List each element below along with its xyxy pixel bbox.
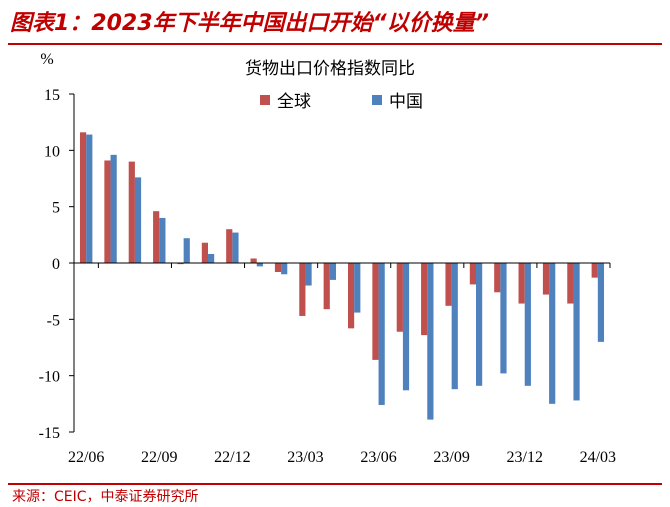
bar-china-23-03 xyxy=(305,263,312,286)
bar-global-23-08 xyxy=(421,263,428,336)
legend-label-china: 中国 xyxy=(389,92,423,112)
x-tick-label: 22/12 xyxy=(214,449,250,466)
bar-china-23-02 xyxy=(281,263,288,275)
bar-china-22-08 xyxy=(134,177,142,263)
x-tick-label: 23/03 xyxy=(287,449,323,466)
y-axis-unit: % xyxy=(40,51,53,68)
bar-global-24-01 xyxy=(542,263,550,295)
bar-china-23-01 xyxy=(256,263,263,267)
bar-global-23-09 xyxy=(445,263,452,306)
bar-global-22-06 xyxy=(79,132,87,263)
bar-china-23-12 xyxy=(524,263,531,386)
bar-global-22-07 xyxy=(104,160,111,263)
y-tick-label: -10 xyxy=(39,369,60,386)
bar-china-22-10 xyxy=(183,238,190,263)
x-tick-label: 22/06 xyxy=(68,449,104,466)
bar-global-23-10 xyxy=(469,263,476,285)
y-ticks-group: 15 10 5 0 -5 -10 -15 xyxy=(39,87,74,442)
bar-global-24-02 xyxy=(567,263,574,304)
bar-global-23-04 xyxy=(323,263,330,310)
source-note: 来源：CEIC，中泰证券研究所 xyxy=(12,489,199,505)
legend-label-global: 全球 xyxy=(277,92,311,112)
y-tick-label: 15 xyxy=(44,87,60,104)
x-tick-label: 24/03 xyxy=(580,449,616,466)
bar-global-23-05 xyxy=(347,263,355,329)
x-ticks-group: 22/06 22/09 22/12 23/03 23/06 23/09 23/12 24/03 xyxy=(68,263,616,466)
bar-global-23-06 xyxy=(372,263,379,360)
bar-china-22-11 xyxy=(208,253,215,263)
bar-global-22-08 xyxy=(128,161,135,263)
y-tick-label: 10 xyxy=(44,143,60,160)
x-tick-label: 23/12 xyxy=(507,449,543,466)
y-tick-label: -15 xyxy=(39,425,60,442)
bar-china-23-09 xyxy=(451,263,458,390)
bar-china-24-02 xyxy=(573,263,580,401)
y-tick-label: 5 xyxy=(52,200,60,217)
bar-global-23-07 xyxy=(396,263,403,332)
bars-group xyxy=(79,132,605,420)
x-tick-label: 23/06 xyxy=(360,449,396,466)
legend-swatch-global xyxy=(260,95,270,105)
bar-china-23-06 xyxy=(378,263,385,405)
bar-china-24-03 xyxy=(597,263,605,342)
bar-china-22-12 xyxy=(232,232,239,263)
bar-china-23-05 xyxy=(354,263,361,313)
bar-china-23-10 xyxy=(476,263,483,386)
y-tick-label: 0 xyxy=(52,256,60,273)
title-rule xyxy=(8,43,662,45)
bar-global-23-03 xyxy=(299,263,306,316)
legend-swatch-china xyxy=(372,95,382,105)
bar-global-22-09 xyxy=(153,211,160,263)
bar-global-23-01 xyxy=(250,258,257,263)
bar-china-23-11 xyxy=(500,263,507,374)
y-tick-label: -5 xyxy=(47,312,60,329)
bar-china-22-06 xyxy=(86,134,93,263)
x-tick-label: 22/09 xyxy=(141,449,177,466)
bar-global-23-02 xyxy=(274,263,282,273)
x-tick-label: 23/09 xyxy=(433,449,469,466)
bar-china-22-07 xyxy=(110,154,117,263)
figure-title: 图表1：2023年下半年中国出口开始“以价换量” xyxy=(10,11,489,36)
chart-title: 货物出口价格指数同比 xyxy=(245,59,415,79)
bar-global-22-11 xyxy=(201,242,208,263)
legend: 全球 中国 xyxy=(260,92,423,112)
bar-global-22-10 xyxy=(177,263,184,265)
bar-china-22-09 xyxy=(159,217,166,263)
bar-global-23-12 xyxy=(518,263,525,304)
bar-global-22-12 xyxy=(226,229,233,263)
bar-china-23-04 xyxy=(329,263,337,280)
bar-global-23-11 xyxy=(494,263,501,293)
source-rule xyxy=(8,483,662,485)
bar-china-23-08 xyxy=(427,263,434,420)
bar-china-24-01 xyxy=(549,263,556,404)
bar-global-24-03 xyxy=(591,263,598,278)
bar-china-23-07 xyxy=(402,263,410,391)
